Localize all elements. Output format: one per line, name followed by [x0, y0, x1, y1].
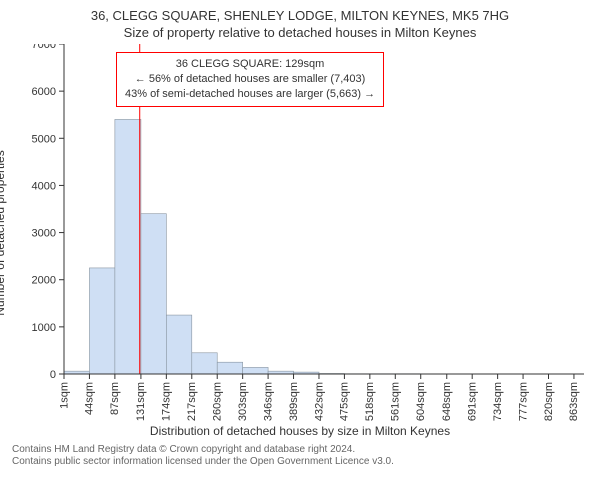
chart-container: 36, CLEGG SQUARE, SHENLEY LODGE, MILTON …: [0, 0, 600, 500]
svg-text:174sqm: 174sqm: [161, 382, 173, 421]
chart-subtitle: Size of property relative to detached ho…: [8, 25, 592, 40]
svg-text:863sqm: 863sqm: [568, 382, 580, 421]
svg-text:475sqm: 475sqm: [339, 382, 351, 421]
svg-text:87sqm: 87sqm: [109, 382, 121, 415]
svg-text:217sqm: 217sqm: [186, 382, 198, 421]
x-axis-label: Distribution of detached houses by size …: [8, 424, 592, 438]
y-axis-label: Number of detached properties: [0, 150, 7, 315]
svg-text:346sqm: 346sqm: [262, 382, 274, 421]
svg-text:648sqm: 648sqm: [441, 382, 453, 421]
svg-text:4000: 4000: [32, 180, 56, 192]
annotation-line2: ← 56% of detached houses are smaller (7,…: [125, 72, 375, 87]
annotation-line3: 43% of semi-detached houses are larger (…: [125, 87, 375, 102]
svg-text:561sqm: 561sqm: [390, 382, 402, 421]
chart-title-address: 36, CLEGG SQUARE, SHENLEY LODGE, MILTON …: [8, 8, 592, 23]
svg-text:604sqm: 604sqm: [415, 382, 427, 421]
svg-text:131sqm: 131sqm: [135, 382, 147, 421]
svg-text:260sqm: 260sqm: [212, 382, 224, 421]
svg-text:303sqm: 303sqm: [237, 382, 249, 421]
annotation-box: 36 CLEGG SQUARE: 129sqm ← 56% of detache…: [116, 52, 384, 107]
svg-text:6000: 6000: [32, 86, 56, 98]
svg-text:5000: 5000: [32, 133, 56, 145]
svg-text:734sqm: 734sqm: [492, 382, 504, 421]
svg-text:3000: 3000: [32, 228, 56, 240]
svg-text:44sqm: 44sqm: [84, 382, 96, 415]
svg-text:389sqm: 389sqm: [288, 382, 300, 421]
svg-text:820sqm: 820sqm: [543, 382, 555, 421]
annotation-line1: 36 CLEGG SQUARE: 129sqm: [125, 57, 375, 72]
svg-text:0: 0: [50, 369, 56, 381]
footer-copyright: Contains HM Land Registry data © Crown c…: [12, 444, 592, 455]
chart-area: Number of detached properties 0100020003…: [8, 44, 592, 422]
svg-text:518sqm: 518sqm: [364, 382, 376, 421]
footer-licence: Contains public sector information licen…: [12, 456, 592, 467]
svg-text:1sqm: 1sqm: [58, 382, 70, 409]
svg-text:7000: 7000: [32, 44, 56, 51]
svg-text:2000: 2000: [32, 275, 56, 287]
svg-text:777sqm: 777sqm: [517, 382, 529, 421]
svg-text:1000: 1000: [32, 322, 56, 334]
svg-text:691sqm: 691sqm: [466, 382, 478, 421]
svg-text:432sqm: 432sqm: [313, 382, 325, 421]
